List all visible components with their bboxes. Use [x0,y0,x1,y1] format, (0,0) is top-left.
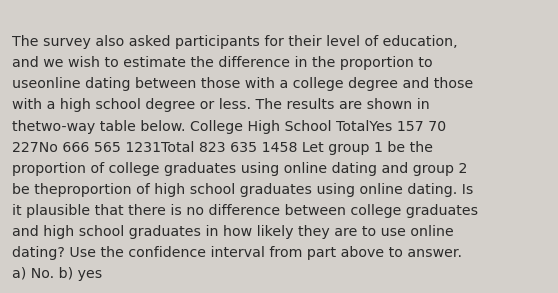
Text: proportion of college graduates using online dating and group 2: proportion of college graduates using on… [12,162,468,176]
Text: useonline dating between those with a college degree and those: useonline dating between those with a co… [12,77,474,91]
Text: and we wish to estimate the difference in the proportion to: and we wish to estimate the difference i… [12,56,433,70]
Text: with a high school degree or less. The results are shown in: with a high school degree or less. The r… [12,98,430,113]
Text: a) No. b) yes: a) No. b) yes [12,267,103,281]
Text: The survey also asked participants for their level of education,: The survey also asked participants for t… [12,35,458,49]
Text: be theproportion of high school graduates using online dating. Is: be theproportion of high school graduate… [12,183,474,197]
Text: and high school graduates in how likely they are to use online: and high school graduates in how likely … [12,225,454,239]
Text: 227No 666 565 1231Total 823 635 1458 Let group 1 be the: 227No 666 565 1231Total 823 635 1458 Let… [12,141,433,155]
Text: dating? Use the confidence interval from part above to answer.: dating? Use the confidence interval from… [12,246,462,260]
Text: it plausible that there is no difference between college graduates: it plausible that there is no difference… [12,204,478,218]
Text: thetwo-way table below. College High School TotalYes 157 70: thetwo-way table below. College High Sch… [12,120,446,134]
